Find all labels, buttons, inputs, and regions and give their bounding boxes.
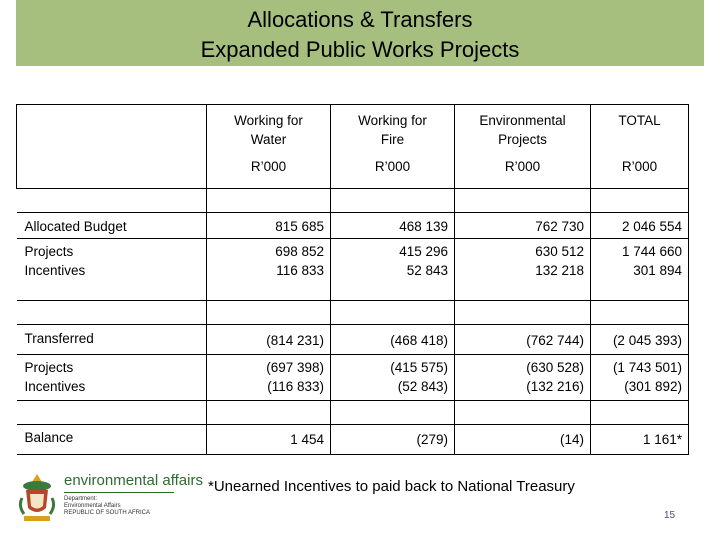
table-header-row: Working for Water R’000 Working for Fire… xyxy=(16,104,689,189)
footnote: *Unearned Incentives to paid back to Nat… xyxy=(208,478,575,495)
cell-value: 415 296 52 843 xyxy=(330,238,455,301)
cell-value: 1 454 xyxy=(206,424,331,455)
cell-value: (1 743 501) (301 892) xyxy=(590,354,689,401)
spacer-row xyxy=(16,188,689,213)
column-unit: R’000 xyxy=(250,159,287,174)
cell-value: (468 418) xyxy=(330,324,455,355)
table-row-balance: Balance 1 454 (279) (14) 1 161* xyxy=(16,424,689,455)
column-name: Working for Fire xyxy=(358,113,427,147)
title-banner: Allocations & Transfers Expanded Public … xyxy=(16,0,704,66)
header-working-for-water: Working for Water R’000 xyxy=(206,104,331,189)
cell-value: (697 398) (116 833) xyxy=(206,354,331,401)
row-label: Projects Incentives xyxy=(16,238,207,301)
column-name: Working for Water xyxy=(234,113,303,147)
column-name: Environmental Projects xyxy=(479,113,566,147)
cell-value: (415 575) (52 843) xyxy=(330,354,455,401)
column-unit: R’000 xyxy=(374,159,411,174)
column-name: TOTAL xyxy=(618,113,661,128)
row-label: Balance xyxy=(16,424,207,455)
cell-value: (279) xyxy=(330,424,455,455)
spacer-row xyxy=(16,300,689,325)
table-row-allocated-split: Projects Incentives 698 852 116 833 415 2… xyxy=(16,238,689,301)
logo-sub-3: REPUBLIC OF SOUTH AFRICA xyxy=(64,510,151,516)
cell-value: 698 852 116 833 xyxy=(206,238,331,301)
cell-value: 815 685 xyxy=(206,212,331,239)
row-label: Transferred xyxy=(16,324,207,355)
row-label: Allocated Budget xyxy=(16,212,207,239)
coat-of-arms-icon xyxy=(18,474,56,521)
column-unit: R’000 xyxy=(621,159,658,174)
projects-label: Projects xyxy=(24,360,74,375)
header-working-for-fire: Working for Fire R’000 xyxy=(330,104,455,189)
table-row-allocated-budget: Allocated Budget 815 685 468 139 762 730… xyxy=(16,212,689,239)
cell-value: (762 744) xyxy=(454,324,591,355)
cell-value: (14) xyxy=(454,424,591,455)
logo-sub-2: Environmental Affairs xyxy=(64,503,121,509)
cell-value: 1 744 660 301 894 xyxy=(590,238,689,301)
cell-value: 762 730 xyxy=(454,212,591,239)
logo-title: environmental affairs xyxy=(64,472,203,489)
spacer-row xyxy=(16,400,689,425)
projects-label: Projects xyxy=(24,244,74,259)
column-unit: R’000 xyxy=(504,159,541,174)
cell-value: (2 045 393) xyxy=(590,324,689,355)
logo-sub-1: Department: xyxy=(64,496,98,502)
incentives-label: Incentives xyxy=(24,263,86,278)
title-line-2: Expanded Public Works Projects xyxy=(200,37,520,62)
header-corner-cell xyxy=(16,104,207,189)
cell-value: (630 528) (132 216) xyxy=(454,354,591,401)
table-row-transferred: Transferred (814 231) (468 418) (762 744… xyxy=(16,324,689,355)
title-line-1: Allocations & Transfers xyxy=(247,7,473,32)
header-environmental-projects: Environmental Projects R’000 xyxy=(454,104,591,189)
cell-value: 1 161* xyxy=(590,424,689,455)
department-logo: environmental affairs Department: Enviro… xyxy=(16,470,203,526)
cell-value: (814 231) xyxy=(206,324,331,355)
allocations-table: Working for Water R’000 Working for Fire… xyxy=(16,104,689,455)
cell-value: 630 512 132 218 xyxy=(454,238,591,301)
cell-value: 468 139 xyxy=(330,212,455,239)
page-number: 15 xyxy=(664,510,676,521)
cell-value: 2 046 554 xyxy=(590,212,689,239)
logo-divider xyxy=(64,492,174,493)
header-total: TOTAL R’000 xyxy=(590,104,689,189)
incentives-label: Incentives xyxy=(24,379,86,394)
row-label: Projects Incentives xyxy=(16,354,207,401)
table-row-transferred-split: Projects Incentives (697 398) (116 833) (… xyxy=(16,354,689,401)
